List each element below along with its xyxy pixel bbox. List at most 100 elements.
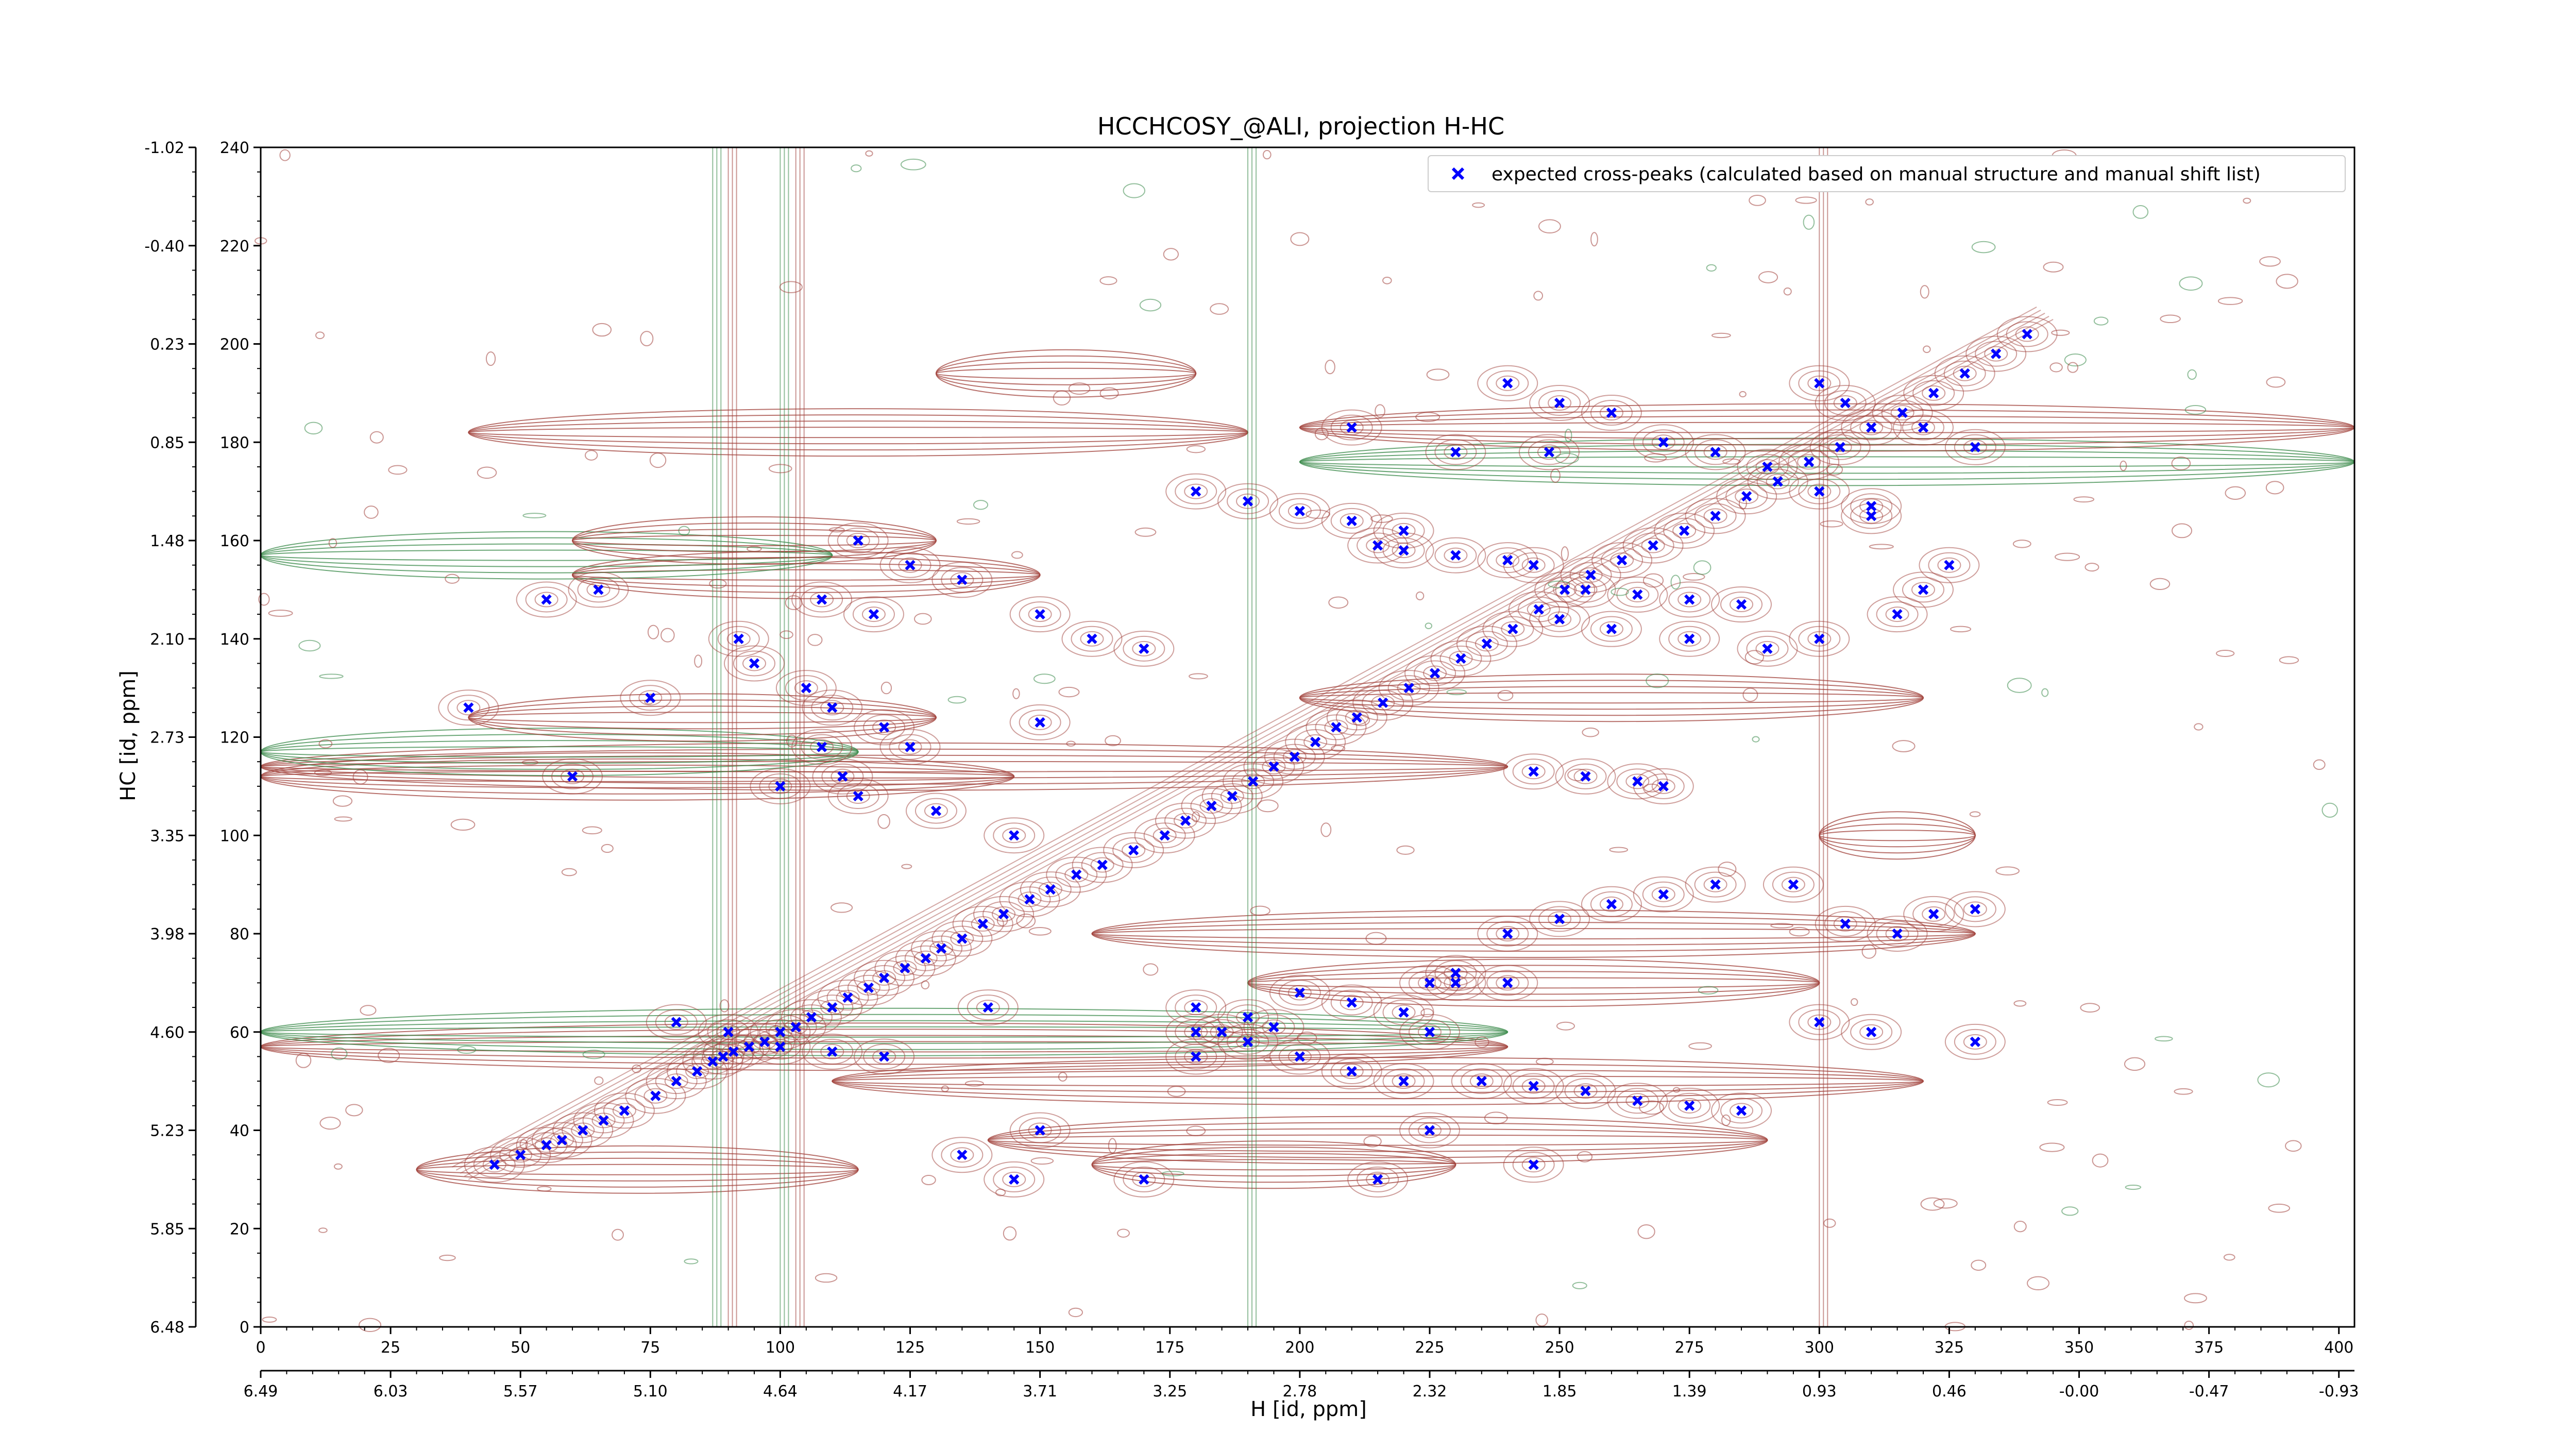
cross-peak-marker [1024, 894, 1035, 905]
cross-peak-marker [1398, 545, 1409, 556]
cross-peak-marker [728, 1046, 739, 1057]
cross-peak-marker [489, 1159, 500, 1170]
cross-peak-marker [1970, 904, 1980, 915]
x-tick-label: 0 [256, 1339, 265, 1357]
y-tick-label: 240 [220, 139, 249, 157]
spectrum-contours [255, 147, 2355, 1333]
x-ppm-tick-label: 3.25 [1153, 1383, 1187, 1401]
cross-peak-marker [1544, 447, 1555, 458]
x-axis-label: H [id, ppm] [1250, 1397, 1367, 1421]
cross-peak-marker [1580, 584, 1591, 595]
cross-peak-marker [749, 658, 760, 669]
cross-peak-marker [1294, 1051, 1305, 1062]
cross-peak-marker [567, 771, 578, 782]
y-ppm-tick-label: -1.02 [144, 139, 184, 157]
cross-peak-marker [733, 633, 744, 644]
cross-peak-marker [671, 1076, 682, 1087]
x-ppm-tick-label: -0.00 [2059, 1383, 2099, 1401]
cross-peak-marker [982, 1002, 993, 1013]
cross-peak-marker [1268, 1022, 1279, 1033]
x-tick-label: 150 [1025, 1339, 1055, 1357]
legend: expected cross-peaks (calculated based o… [1428, 155, 2346, 192]
cross-peak-marker [1835, 442, 1845, 452]
cross-peak-marker [1991, 348, 2002, 359]
cross-peak-marker [1398, 1076, 1409, 1087]
cross-peak-marker [1959, 368, 1970, 379]
cross-peak-marker [541, 594, 552, 605]
cross-peak-marker [1139, 1174, 1149, 1185]
cross-peak-marker [556, 1135, 568, 1145]
cross-peak-marker [1159, 830, 1170, 841]
cross-peak-marker [1528, 560, 1539, 570]
cross-peak-marker [1331, 722, 1342, 733]
cross-peak-marker [1788, 879, 1799, 890]
y-ppm-tick-label: 3.98 [150, 925, 184, 943]
cross-peak-marker [1580, 771, 1591, 782]
cross-peak-marker [1554, 397, 1565, 409]
cross-peak-marker [842, 992, 853, 1003]
cross-peak-marker [1814, 1017, 1825, 1027]
cross-peak-marker [1310, 736, 1321, 748]
x-tick-label: 375 [2194, 1339, 2224, 1357]
x-ppm-tick-label: 4.17 [893, 1383, 927, 1401]
x-ppm-tick-label: 2.32 [1413, 1383, 1447, 1401]
cross-peak-marker [1372, 1174, 1383, 1185]
y-ppm-tick-label: 2.73 [150, 729, 184, 747]
legend-box [1428, 155, 2346, 192]
x-tick-label: 350 [2064, 1339, 2094, 1357]
cross-peak-marker [1648, 540, 1658, 551]
cross-peak-marker [1866, 501, 1877, 512]
cross-peak-marker [1772, 476, 1783, 487]
cross-peak-marker [1814, 378, 1825, 389]
x-ppm-tick-label: 4.64 [763, 1383, 798, 1401]
cross-peak-marker [1528, 766, 1539, 777]
cross-peak-marker [1071, 869, 1082, 880]
cross-peak-marker [1097, 860, 1108, 870]
cross-peak-marker [1928, 387, 1939, 398]
cross-peak-marker [1970, 1036, 1980, 1047]
cross-peak-marker [718, 1051, 728, 1062]
cross-peak-marker [816, 742, 827, 752]
cross-peak-marker [1897, 407, 1908, 418]
legend-marker-icon [1451, 167, 1465, 180]
cross-peak-marker [1866, 1026, 1877, 1037]
cross-peak-marker [1247, 776, 1259, 787]
x-ppm-tick-label: 3.71 [1023, 1383, 1057, 1401]
cross-peak-marker [868, 609, 879, 620]
x-ppm-tick-label: 5.10 [633, 1383, 668, 1401]
cross-peak-marker [905, 742, 916, 752]
cross-peak-marker [1684, 633, 1695, 644]
x-tick-label: 50 [511, 1339, 530, 1357]
cross-peak-marker [1450, 447, 1461, 458]
cross-peak-marker [1455, 653, 1466, 664]
legend-entry-label: expected cross-peaks (calculated based o… [1492, 164, 2261, 185]
y-ppm-tick-label: 1.48 [150, 532, 184, 550]
cross-peak-marker [1450, 550, 1461, 561]
cross-peak-marker [1191, 1026, 1201, 1037]
x-ppm-tick-label: -0.47 [2189, 1383, 2229, 1401]
cross-peak-marker [1450, 968, 1461, 979]
cross-peak-marker [1866, 422, 1877, 433]
y-tick-label: 140 [220, 631, 249, 649]
cross-peak-marker [1970, 442, 1980, 452]
cross-peak-marker [1346, 1066, 1357, 1077]
y-tick-label: 200 [220, 336, 249, 354]
y-ppm-tick-label: 4.60 [150, 1024, 184, 1042]
cross-peak-marker [1632, 1096, 1643, 1106]
cross-peak-marker [977, 918, 988, 930]
cross-peak-marker [1632, 776, 1643, 787]
cross-peak-marker [1009, 830, 1020, 841]
cross-peak-marker [1554, 614, 1565, 625]
cross-peak-marker [827, 1002, 838, 1013]
cross-peak-marker [900, 963, 910, 973]
cross-peak-marker [1585, 569, 1596, 580]
cross-peak-marker [1502, 978, 1513, 988]
cross-peak-marker [1351, 712, 1362, 723]
y-tick-label: 40 [230, 1122, 249, 1140]
y-tick-label: 20 [230, 1220, 249, 1238]
x-ppm-tick-label: -0.93 [2319, 1383, 2359, 1401]
cross-peak-marker [790, 1022, 801, 1033]
x-axis: 0 25 50 75 100 125 150 175 200 225 250 275 300 325 350… [256, 1327, 2353, 1357]
cross-peak-marker [1580, 1086, 1591, 1097]
cross-peak-marker [1180, 815, 1191, 826]
